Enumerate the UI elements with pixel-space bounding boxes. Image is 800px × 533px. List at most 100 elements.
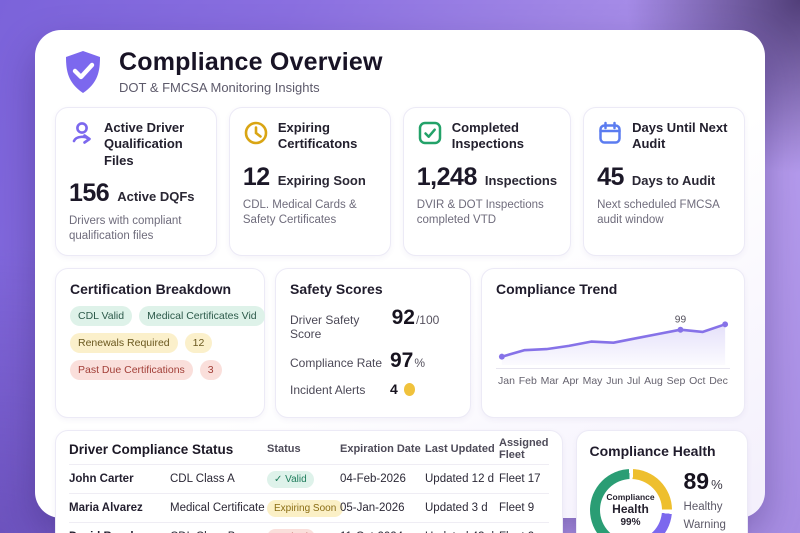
legend-healthy: Healthy [683,500,723,513]
expiration-date: 05-Jan-2026 [340,501,405,514]
score-suffix: /100 [415,312,440,327]
last-updated: Updated 43 d [425,531,499,533]
stat-value: 156 [69,178,110,207]
table-title: Driver Compliance Status [69,441,234,457]
stat-title: Expiring Certificatons [277,120,358,152]
last-updated: Updated 3 d [425,501,488,514]
alert-dot-icon [403,382,415,396]
month-label: Aug [644,374,663,387]
month-label: May [582,374,603,387]
stat-description: Drivers with compliant qualification fil… [69,214,182,243]
col-fleet: Assigned Fleet [499,437,549,462]
page-title: Compliance Overview [119,48,383,76]
status-badge: ✓ Valid [267,471,314,489]
score-label: Incident Alerts [290,382,366,397]
health-percent-sign: % [711,476,723,492]
donut-center-label: Health [612,502,649,516]
expiration-date: 11-Oct-2024 [340,531,425,533]
donut-center-value: 99% [620,517,641,528]
stat-title: Completed Inspections [451,120,525,152]
score-label: Compliance Rate [290,355,383,370]
month-label: Apr [562,374,579,387]
stat-description: CDL. Medical Cards & Safety Certificates [242,198,357,227]
page-subtitle: DOT & FMCSA Monitoring Insights [119,80,320,95]
driver-user-icon [72,122,91,144]
col-status: Status [267,443,301,456]
legend-warning: Warning [683,518,726,531]
assigned-fleet: Fleet 17 [499,472,541,485]
cert-type: CDL Class A [170,472,235,485]
month-label: Mar [540,374,559,387]
stat-card-expiring-certs[interactable]: Expiring Certificatons 12 Expiring Soon … [228,107,391,256]
status-badge: Expiring Soon [267,500,344,518]
x-axis-labels: Jan Feb Mar Apr May Jun Jul Aug Sep Oct Dec [496,375,730,387]
health-percent: 89 [683,467,710,494]
shield-check-icon [66,50,100,93]
driver-name: David Brooks [69,531,170,533]
stat-card-completed-inspections[interactable]: Completed Inspections 1,248 Inspections … [402,107,572,256]
stat-card-active-dqf[interactable]: Active Driver Qualification Files 156 Ac… [55,107,217,256]
cert-type: CDL Class B [170,531,267,533]
stat-value: 12 [242,162,270,191]
clock-icon [244,121,268,145]
expiration-date: 04-Feb-2026 [340,472,406,485]
page-header: Compliance Overview DOT & FMCSA Monitori… [61,48,745,95]
panel-title: Compliance Trend [496,280,618,297]
panel-title: Safety Scores [290,280,383,297]
badge-medical-certificates[interactable]: Medical Certificates Vid [139,305,265,326]
month-label: Jan [498,374,515,387]
month-label: Oct [689,374,706,387]
month-label: Feb [518,374,537,387]
driver-name: Maria Alvarez [69,501,143,514]
driver-name: John Carter [69,472,134,485]
stat-description: Next scheduled FMCSA audit window [597,198,720,227]
score-label: Driver Safety Score [290,312,360,341]
month-label: Sep [666,374,686,387]
table-row[interactable]: John Carter CDL Class A ✓ Valid 04-Feb-2… [69,465,549,494]
compliance-trend-panel: Compliance Trend 99 Jan Feb Mar Apr May Jun Ju… [481,267,745,418]
assigned-fleet: Fleet 9 [499,501,535,514]
panel-title: Compliance Health [589,442,716,459]
stat-value-label: Days to Audit [631,172,716,188]
month-label: Jul [626,374,641,387]
badge-renewals-required[interactable]: Renewals Required [70,332,178,353]
assigned-fleet: Fleet 2 [499,531,549,533]
stat-title: Days Until Next Audit [632,120,728,152]
driver-compliance-table: Driver Compliance Status Status Expirati… [55,429,563,533]
table-row[interactable]: Maria Alvarez Medical Certificate Expiri… [69,494,549,523]
score-suffix: % [414,355,426,370]
month-label: Jun [606,374,624,387]
safety-scores-panel: Safety Scores Driver Safety Score 92 /10… [275,267,471,418]
compliance-health-panel: Compliance Health Compliance Health 99% … [575,429,748,533]
check-square-icon [418,121,442,145]
calendar-icon [599,121,621,144]
badge-cdl-valid[interactable]: CDL Valid [70,305,133,326]
trend-line-chart: 99 [498,314,729,365]
score-value: 97 [390,348,414,372]
certification-breakdown-panel: Certification Breakdown CDL Valid Medica… [55,267,265,418]
stat-value-label: Expiring Soon [277,172,366,188]
stat-card-days-until-audit[interactable]: Days Until Next Audit 45 Days to Audit N… [583,107,745,256]
month-label: Dec [709,374,728,387]
stat-cards-row: Active Driver Qualification Files 156 Ac… [55,107,745,256]
donut-center-label: Compliance [606,492,655,502]
score-value: 4 [390,380,398,397]
x-axis-line [496,367,730,369]
donut-legend: Healthy Warning Critical [684,499,726,533]
stat-description: DVIR & DOT Inspections completed VTD [416,198,544,227]
table-row[interactable]: David Brooks CDL Class B Expired 11-Oct-… [69,523,549,533]
stat-value: 1,248 [416,162,478,191]
status-badge: Expired [267,529,315,533]
stat-value-label: Active DQFs [117,188,195,204]
svg-text:99: 99 [675,314,687,325]
col-updated: Last Updated [425,443,495,456]
table-header-row: Driver Compliance Status Status Expirati… [69,435,549,465]
badge-past-due-count: 3 [199,359,222,380]
stat-value: 45 [597,162,624,191]
cert-type: Medical Certificate [170,501,265,514]
stat-title: Active Driver Qualification Files [104,120,185,168]
badge-renewals-count: 12 [184,332,213,353]
badge-past-due[interactable]: Past Due Certifications [70,359,193,380]
compliance-dashboard: Compliance Overview DOT & FMCSA Monitori… [35,30,765,533]
stat-value-label: Inspections [484,172,558,188]
